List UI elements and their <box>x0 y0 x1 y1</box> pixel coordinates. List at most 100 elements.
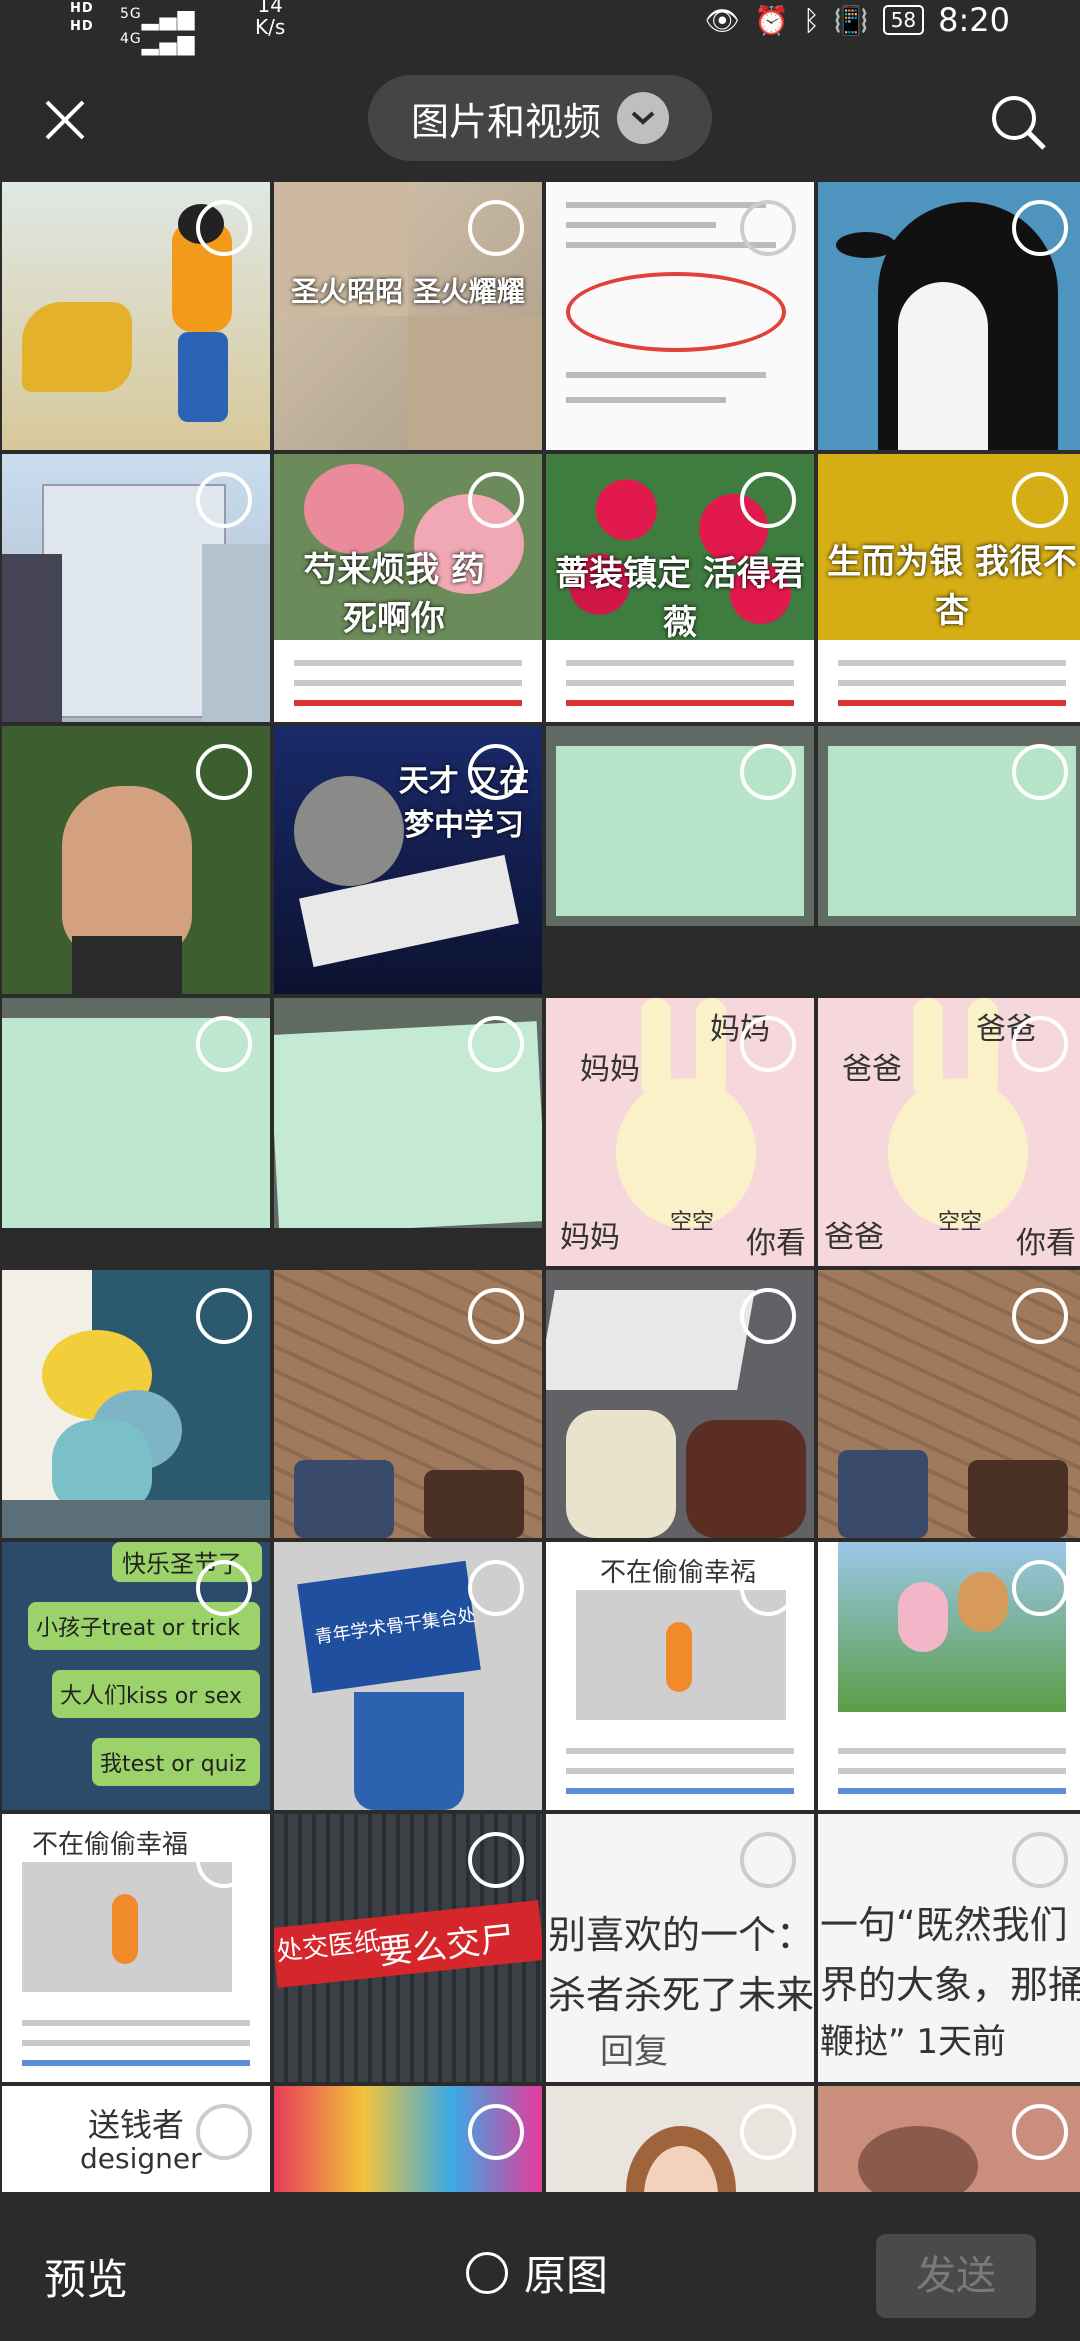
grid-item-31[interactable] <box>546 2086 814 2192</box>
grid-item-5[interactable] <box>2 454 270 722</box>
grid-item-17[interactable] <box>2 1270 270 1538</box>
preview-button[interactable]: 预览 <box>44 2255 129 2304</box>
bluetooth-icon: ᛒ <box>803 3 820 37</box>
album-title: 图片和视频 <box>410 99 601 144</box>
grid-item-1[interactable] <box>2 182 270 450</box>
bunny-text: 妈妈 <box>560 1220 620 1255</box>
comment-text: 别喜欢的一个： <box>548 1913 814 1957</box>
grid-item-8[interactable]: 生而为银 我很不杏 <box>818 454 1080 722</box>
header: 图片和视频 <box>0 60 1080 180</box>
network-speed-value: 14 <box>257 0 283 17</box>
comment-text: 杀者杀死了未来 <box>548 1973 814 2017</box>
select-circle[interactable] <box>468 1560 524 1616</box>
grid-item-19[interactable] <box>546 1270 814 1538</box>
grid-item-32[interactable] <box>818 2086 1080 2192</box>
bunny-text: 空空 <box>670 1210 715 1235</box>
select-circle[interactable] <box>196 472 252 528</box>
select-circle[interactable] <box>1012 1832 1068 1888</box>
select-circle[interactable] <box>740 2104 796 2160</box>
meme-caption: 圣火昭昭 圣火耀耀 <box>291 275 525 308</box>
alarm-icon: ⏰ <box>754 3 789 37</box>
comment-text: 界的大象，那捅 <box>820 1963 1080 2007</box>
meme-text: 不在偷偷幸福 <box>32 1830 189 1860</box>
select-circle[interactable] <box>1012 200 1068 256</box>
grid-item-27[interactable]: 别喜欢的一个： 杀者杀死了未来 回复 <box>546 1814 814 2082</box>
select-circle[interactable] <box>740 200 796 256</box>
select-circle[interactable] <box>196 2104 252 2160</box>
select-circle[interactable] <box>1012 1288 1068 1344</box>
media-grid: 圣火昭昭 圣火耀耀 芍来烦我 药死啊你 蔷装镇定 活得 <box>0 182 1080 2192</box>
grid-item-20[interactable] <box>818 1270 1080 1538</box>
grid-item-10[interactable]: 天才 又在梦中学习 <box>274 726 542 994</box>
network-speed: 14 K/s <box>255 0 285 38</box>
bunny-text: 爸爸 <box>842 1052 902 1087</box>
grid-item-6[interactable]: 芍来烦我 药死啊你 <box>274 454 542 722</box>
select-circle[interactable] <box>740 744 796 800</box>
grid-item-30[interactable] <box>274 2086 542 2192</box>
meme-text: 送钱者 <box>88 2106 185 2144</box>
meme-text: 不在偷偷幸福 <box>600 1558 757 1588</box>
signal-bars-icon: ▂▄▆ <box>141 31 196 56</box>
bunny-text: 爸爸 <box>824 1220 884 1255</box>
select-circle[interactable] <box>468 744 524 800</box>
radio-circle-icon <box>466 2251 508 2294</box>
grid-item-26[interactable]: 处交医纸 要么交尸 <box>274 1814 542 2082</box>
select-circle[interactable] <box>196 1288 252 1344</box>
close-button[interactable] <box>30 90 100 150</box>
select-circle[interactable] <box>740 1016 796 1072</box>
select-circle[interactable] <box>196 1832 252 1888</box>
grid-item-11[interactable] <box>546 726 814 994</box>
send-button[interactable]: 发送 <box>876 2234 1036 2318</box>
grid-item-15[interactable]: 妈妈 妈妈 妈妈 空空 你看 <box>546 998 814 1266</box>
album-selector[interactable]: 图片和视频 <box>368 75 712 161</box>
grid-item-4[interactable] <box>818 182 1080 450</box>
chat-bubble-text: 大人们kiss or sex <box>60 1684 242 1709</box>
caption-slab <box>2 2000 270 2082</box>
signal-5g-label: 5G <box>120 6 142 22</box>
select-circle[interactable] <box>196 1560 252 1616</box>
grid-item-16[interactable]: 爸爸 爸爸 爸爸 空空 你看 <box>818 998 1080 1266</box>
grid-item-21[interactable]: 快乐圣节了 小孩子treat or trick 大人们kiss or sex 我… <box>2 1542 270 1810</box>
select-circle[interactable] <box>740 1288 796 1344</box>
select-circle[interactable] <box>196 1016 252 1072</box>
grid-item-2[interactable]: 圣火昭昭 圣火耀耀 <box>274 182 542 450</box>
comment-text: 鞭挞” 1天前 <box>820 2022 1007 2062</box>
search-button[interactable] <box>986 90 1050 154</box>
select-circle[interactable] <box>468 1832 524 1888</box>
select-circle[interactable] <box>740 1560 796 1616</box>
select-circle[interactable] <box>468 472 524 528</box>
select-circle[interactable] <box>1012 1560 1068 1616</box>
select-circle[interactable] <box>1012 472 1068 528</box>
select-circle[interactable] <box>196 200 252 256</box>
meme-text: designer <box>80 2142 202 2175</box>
close-icon <box>45 100 85 140</box>
grid-item-9[interactable] <box>2 726 270 994</box>
bottom-bar: 预览 原图 发送 <box>0 2192 1080 2341</box>
original-image-toggle[interactable]: 原图 <box>466 2242 608 2303</box>
grid-item-28[interactable]: 一句“既然我们 界的大象，那捅 鞭挞” 1天前 <box>818 1814 1080 2082</box>
grid-item-7[interactable]: 蔷装镇定 活得君薇 <box>546 454 814 722</box>
grid-item-14[interactable] <box>274 998 542 1266</box>
caption-slab <box>274 640 542 722</box>
select-circle[interactable] <box>468 200 524 256</box>
grid-item-25[interactable]: 不在偷偷幸福 <box>2 1814 270 2082</box>
grid-item-18[interactable] <box>274 1270 542 1538</box>
select-circle[interactable] <box>468 2104 524 2160</box>
select-circle[interactable] <box>468 1288 524 1344</box>
select-circle[interactable] <box>1012 2104 1068 2160</box>
grid-item-22[interactable]: 青年学术骨干集合处 <box>274 1542 542 1810</box>
grid-item-24[interactable] <box>818 1542 1080 1810</box>
select-circle[interactable] <box>740 472 796 528</box>
select-circle[interactable] <box>740 1832 796 1888</box>
grid-item-29[interactable]: 送钱者 designer <box>2 2086 270 2192</box>
grid-item-12[interactable] <box>818 726 1080 994</box>
select-circle[interactable] <box>196 744 252 800</box>
select-circle[interactable] <box>1012 1016 1068 1072</box>
grid-item-13[interactable] <box>2 998 270 1266</box>
select-circle[interactable] <box>1012 744 1068 800</box>
chat-bubble-text: 小孩子treat or trick <box>36 1616 240 1641</box>
select-circle[interactable] <box>468 1016 524 1072</box>
grid-item-3[interactable] <box>546 182 814 450</box>
grid-item-23[interactable]: 不在偷偷幸福 <box>546 1542 814 1810</box>
comment-text: 回复 <box>600 2032 668 2072</box>
